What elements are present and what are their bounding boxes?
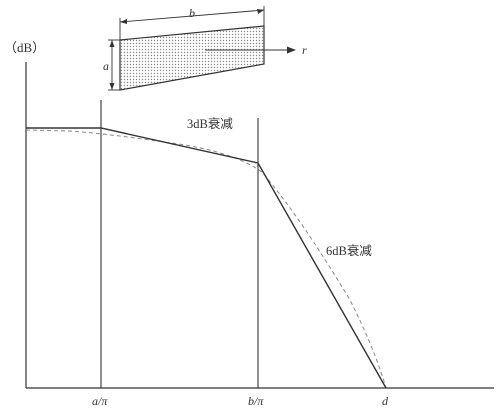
smooth-response-curve — [25, 129, 387, 389]
dimension-b-arrow-right — [257, 9, 264, 14]
source-area-shape — [119, 25, 265, 91]
tick-label-a-pi: a/π — [92, 394, 108, 408]
asymptotic-response-line — [26, 127, 387, 389]
dimension-b-line — [119, 9, 265, 23]
tick-label-d: d — [382, 394, 389, 408]
annotation-6db: 6dB衰减 — [326, 243, 372, 258]
dimension-b-arrow-left — [120, 19, 127, 24]
source-label-a: a — [103, 59, 109, 73]
direction-arrow-r-head — [287, 46, 296, 54]
dimension-a-arrow-top — [109, 40, 115, 47]
dimension-a-arrow-bottom — [109, 83, 115, 90]
y-axis-unit-label: （dB） — [4, 40, 45, 55]
source-label-r: r — [302, 43, 307, 57]
annotation-3db: 3dB衰减 — [187, 116, 233, 131]
tick-label-b-pi: b/π — [248, 394, 264, 408]
source-label-b: b — [189, 6, 195, 20]
